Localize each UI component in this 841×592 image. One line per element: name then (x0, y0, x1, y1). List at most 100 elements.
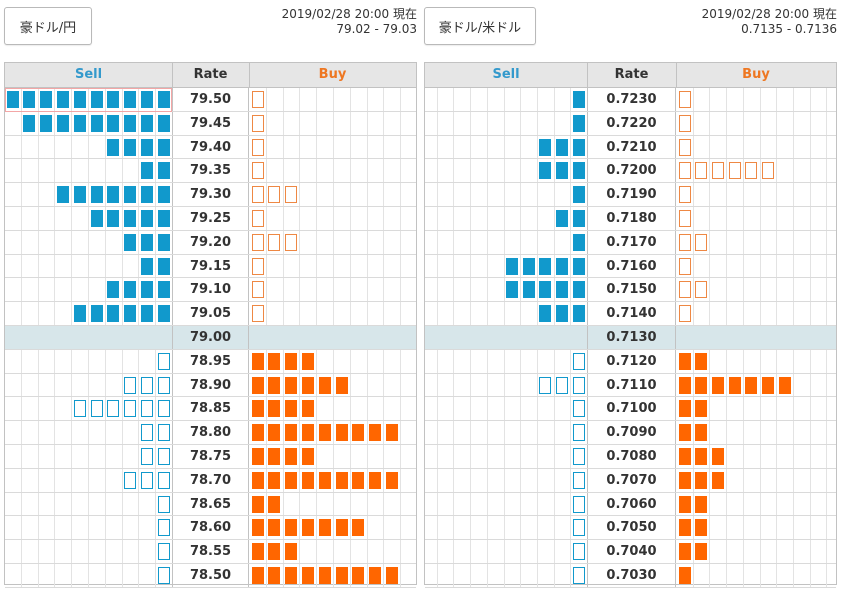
buy-stop-order-block (285, 233, 298, 251)
rate-row: 0.7180 (425, 207, 836, 231)
buy-limit-order-block (301, 352, 314, 370)
rate-row: 78.70 (5, 468, 416, 493)
rate-value: 0.7040 (587, 540, 676, 563)
buy-limit-order-block (695, 352, 708, 370)
sell-limit-order-block (157, 162, 170, 180)
sell-limit-order-block (157, 210, 170, 227)
buy-limit-order-block (678, 400, 691, 418)
buy-limit-order-block (251, 400, 264, 418)
buy-limit-order-block (385, 567, 398, 584)
rate-value: 0.7150 (587, 278, 676, 302)
buy-stop-order-block (285, 186, 298, 204)
sell-limit-order-block (539, 257, 552, 275)
buy-limit-order-block (251, 567, 264, 584)
rate-value: 78.85 (172, 397, 249, 421)
sell-limit-order-block (73, 186, 86, 204)
rate-value: 0.7030 (587, 564, 676, 587)
buy-limit-order-block (695, 400, 708, 418)
buy-limit-order-block (301, 400, 314, 418)
buy-limit-order-block (695, 376, 708, 394)
rate-header: Rate (587, 63, 677, 87)
sell-limit-order-block (572, 186, 585, 204)
rate-row: 79.35 (5, 159, 416, 184)
sell-limit-order-block (124, 114, 137, 132)
sell-limit-order-block (140, 233, 153, 251)
sell-limit-order-block (556, 210, 569, 227)
buy-limit-order-block (268, 471, 281, 489)
buy-limit-order-block (268, 400, 281, 418)
rate-value: 0.7170 (587, 230, 676, 254)
sell-limit-order-block (90, 91, 103, 108)
sell-stop-order-block (73, 400, 86, 418)
sell-limit-order-block (124, 281, 137, 299)
sell-stop-order-block (157, 352, 170, 370)
rate-value: 79.25 (172, 207, 249, 230)
buy-stop-order-block (695, 233, 708, 251)
rate-value: 0.7180 (587, 207, 676, 230)
buy-stop-order-block (678, 114, 691, 132)
sell-limit-order-block (56, 91, 69, 108)
sell-stop-order-block (157, 543, 170, 561)
sell-limit-order-block (107, 186, 120, 204)
sell-limit-order-block (157, 305, 170, 323)
rate-row: 0.7110 (425, 373, 836, 398)
sell-limit-order-block (157, 186, 170, 204)
sell-header: Sell (425, 63, 588, 87)
rate-value: 79.35 (172, 159, 249, 183)
sell-limit-order-block (140, 162, 153, 180)
buy-limit-order-block (678, 495, 691, 513)
sell-stop-order-block (539, 376, 552, 394)
buy-limit-order-block (268, 567, 281, 584)
sell-limit-order-block (522, 281, 535, 299)
sell-stop-order-block (107, 400, 120, 418)
buy-limit-order-block (335, 424, 348, 442)
buy-limit-order-block (335, 471, 348, 489)
sell-limit-order-block (522, 257, 535, 275)
buy-limit-order-block (251, 471, 264, 489)
rate-value: 79.00 (172, 326, 249, 349)
buy-limit-order-block (301, 376, 314, 394)
buy-stop-order-block (251, 186, 264, 204)
buy-limit-order-block (251, 448, 264, 465)
rate-value: 78.55 (172, 540, 249, 563)
buy-limit-order-block (318, 424, 331, 442)
rate-value: 0.7220 (587, 111, 676, 135)
buy-limit-order-block (711, 448, 724, 465)
buy-limit-order-block (352, 567, 365, 584)
rate-value: 78.75 (172, 445, 249, 468)
buy-limit-order-block (385, 471, 398, 489)
rate-row: 78.95 (5, 349, 416, 374)
sell-limit-order-block (90, 305, 103, 323)
sell-limit-order-block (572, 162, 585, 180)
rate-value: 79.45 (172, 111, 249, 135)
buy-stop-order-block (678, 233, 691, 251)
sell-limit-order-block (572, 233, 585, 251)
buy-stop-order-block (268, 233, 281, 251)
rate-value: 78.90 (172, 373, 249, 397)
sell-limit-order-block (107, 281, 120, 299)
pair-button-audjpy[interactable]: 豪ドル/円 (4, 7, 92, 45)
sell-limit-order-block (157, 281, 170, 299)
buy-limit-order-block (745, 376, 758, 394)
buy-stop-order-block (728, 162, 741, 180)
buy-header: Buy (318, 67, 347, 82)
buy-limit-order-block (268, 376, 281, 394)
sell-limit-order-block (157, 233, 170, 251)
pair-button-audusd[interactable]: 豪ドル/米ドル (424, 7, 536, 45)
sell-limit-order-block (140, 257, 153, 275)
buy-limit-order-block (711, 376, 724, 394)
sell-limit-order-block (140, 305, 153, 323)
rate-value: 78.65 (172, 492, 249, 516)
rate-value: 78.80 (172, 421, 249, 444)
highlight-frame (5, 88, 172, 112)
sell-limit-order-block (556, 257, 569, 275)
buy-limit-order-block (285, 448, 298, 465)
rate-value: 79.05 (172, 302, 249, 325)
sell-limit-order-block (556, 162, 569, 180)
buy-header: Buy (742, 67, 770, 82)
sell-stop-order-block (572, 519, 585, 537)
rate-value: 0.7070 (587, 468, 676, 492)
sell-limit-order-block (572, 281, 585, 299)
sell-limit-order-block (107, 210, 120, 227)
board-header: Sell Rate Buy (5, 63, 416, 88)
